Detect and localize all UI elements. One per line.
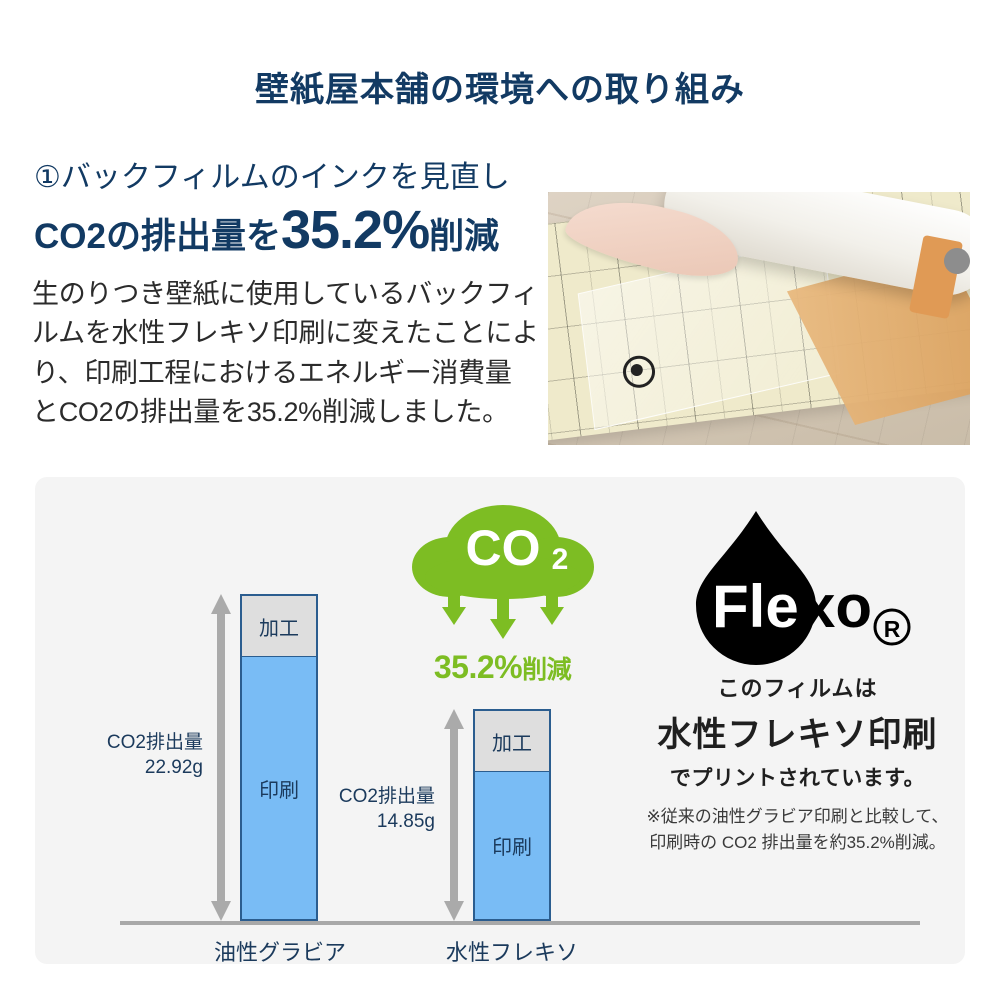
chart-baseline bbox=[120, 921, 920, 925]
flexo-note-line: 印刷時の CO2 排出量を約35.2%削減。 bbox=[649, 832, 946, 852]
co2-bar-chart: 加工 印刷 CO2排出量 22.92g 加工 印刷 bbox=[35, 477, 920, 965]
body-line: ルムを水性フレキソ印刷に変えたことによ bbox=[32, 318, 539, 349]
measure-label-title: CO2排出量 bbox=[338, 786, 435, 807]
svg-text:Fle: Fle bbox=[712, 573, 799, 640]
bar-segment-print: 印刷 bbox=[242, 657, 316, 919]
category-label-water-flexo: 水性フレキソ bbox=[445, 940, 578, 965]
category-label-oil-gravure: 油性グラビア bbox=[213, 940, 346, 965]
flexo-line-2: 水性フレキソ印刷 bbox=[657, 716, 938, 754]
bar-water-flexo: 加工 印刷 bbox=[473, 709, 551, 921]
co2-reduction-caption: 35.2%削減 bbox=[400, 649, 605, 686]
measure-label-water-flexo: CO2排出量 14.85g bbox=[287, 784, 435, 834]
bar-oil-gravure: 加工 印刷 bbox=[240, 594, 318, 921]
co2-cloud-icon: CO 2 bbox=[411, 505, 594, 639]
bar-segment-print: 印刷 bbox=[475, 772, 549, 919]
measure-arrow-water-flexo bbox=[443, 709, 465, 921]
flexo-info-block: Fle xo R このフィルムは 水性フレキソ印刷 でプリントされています。 ※… bbox=[630, 505, 965, 855]
measure-label-value: 22.92g bbox=[144, 757, 203, 779]
measure-label-value: 14.85g bbox=[376, 811, 435, 833]
headline-value: 35.2% bbox=[280, 200, 430, 260]
svg-text:R: R bbox=[883, 616, 900, 642]
measure-label-oil-gravure: CO2排出量 22.92g bbox=[55, 730, 203, 780]
bar-segment-process: 加工 bbox=[242, 596, 316, 657]
page-title: 壁紙屋本舗の環境への取り組み bbox=[255, 71, 745, 109]
flexo-line-3: でプリントされています。 bbox=[669, 767, 926, 790]
body-line: り、印刷工程におけるエネルギー消費量 bbox=[32, 357, 512, 388]
flexo-line-1: このフィルムは bbox=[717, 676, 878, 701]
co2-reduction-value: 35.2% bbox=[433, 649, 523, 685]
intro-lead-line: ①バックフィルムのインクを見直し bbox=[34, 161, 510, 194]
svg-text:xo: xo bbox=[802, 573, 872, 640]
body-line: とCO2の排出量を35.2%削減しました。 bbox=[32, 397, 509, 428]
bar-segment-process: 加工 bbox=[475, 711, 549, 772]
measure-arrow-oil-gravure bbox=[210, 594, 232, 921]
headline-suffix: 削減 bbox=[429, 217, 500, 256]
body-line: 生のりつき壁紙に使用しているバックフィ bbox=[32, 279, 539, 309]
headline-prefix: CO2の排出量を bbox=[34, 217, 281, 256]
flexo-note: ※従来の油性グラビア印刷と比較して、 印刷時の CO2 排出量を約35.2%削減… bbox=[630, 804, 965, 855]
wallpaper-backfilm-photo bbox=[548, 192, 970, 445]
intro-body-copy: 生のりつき壁紙に使用しているバックフィ ルムを水性フレキソ印刷に変えたことによ … bbox=[32, 275, 539, 433]
flexo-droplet-icon: Fle xo R bbox=[695, 511, 910, 665]
co2-reduction-block: CO 2 35.2%削減 bbox=[400, 497, 605, 692]
co2-reduction-suffix: 削減 bbox=[522, 656, 572, 684]
flexo-logo: Fle xo R bbox=[668, 505, 928, 665]
svg-text:CO: CO bbox=[465, 520, 540, 576]
svg-text:2: 2 bbox=[551, 543, 568, 576]
flexo-note-line: ※従来の油性グラビア印刷と比較して、 bbox=[646, 807, 949, 826]
comparison-panel: 加工 印刷 CO2排出量 22.92g 加工 印刷 bbox=[35, 477, 965, 965]
intro-headline: CO2の排出量を 35.2% 削減 bbox=[34, 200, 500, 260]
measure-label-title: CO2排出量 bbox=[106, 732, 203, 753]
